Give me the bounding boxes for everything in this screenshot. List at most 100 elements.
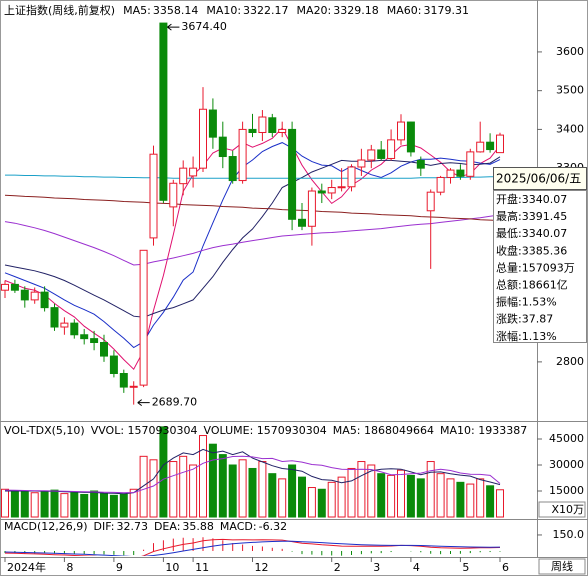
volume-bar [109,494,118,518]
candle-body [228,156,237,182]
price-panel [1,22,504,405]
info-box [493,190,587,343]
candle-body [30,291,39,301]
annotation-arrow [167,23,180,31]
macd-legend-name: MACD: [220,520,257,533]
candle-body [377,149,386,159]
candle-body [298,218,306,227]
volume-bar [80,493,89,518]
unit-label: X10万 [551,503,584,516]
info-row: 最低:3340.07 [496,227,567,240]
candle-body [179,167,188,185]
candle-body [208,109,217,138]
candle-body [129,385,138,388]
annotation-label: 3674.40 [181,20,227,33]
volume-panel [1,426,504,518]
ma-line [4,194,501,221]
volume-header: MA10: 1933387 [440,424,527,437]
x-tick-label: 4 [413,561,420,574]
candle-body [159,22,168,201]
candle-body [288,128,297,220]
volume-bar [189,464,198,518]
volume-bar [139,455,148,518]
legend-value: 3322.17 [243,4,289,17]
ma-line [4,142,501,349]
candle-body [258,116,267,134]
candle-body [169,182,178,208]
legend-value: 3329.18 [333,4,379,17]
volume-bar [298,476,306,518]
legend-value: 3179.31 [423,4,469,17]
volume-bar [288,464,297,518]
candle-body [1,283,9,291]
volume-bar [119,493,128,518]
candle-body [109,355,118,375]
period-box [538,558,586,575]
volume-bar [387,474,396,518]
candle-body [496,134,504,154]
volume-bar [169,461,178,518]
chart-title: 上证指数(周线,前复权) [4,3,115,17]
candle-body [100,342,108,357]
y-tick-label: 30000 [549,458,584,471]
candle-body [218,136,227,158]
legend-name: MA60: [387,4,422,17]
candle-body [446,169,455,178]
macd-line [4,540,501,556]
volume-bar [30,492,39,518]
candle-body [248,128,257,134]
info-row: 涨幅:1.13% [496,330,557,343]
volume-bar [268,473,277,518]
volume-bar [1,488,9,518]
ma-line [5,174,500,179]
x-tick-label: 5 [462,561,469,574]
candle-body [268,117,277,134]
macd-legend-value: 35.88 [182,520,214,533]
x-tick-label: 2 [334,561,341,574]
annotation-arrow [137,399,150,407]
x-tick-label: 3 [373,561,380,574]
volume-bar [406,474,415,518]
candle-body [406,121,415,153]
ma-line [4,156,501,318]
volume-bar [486,485,495,518]
y-tick-label: 3600 [556,45,584,58]
volume-header: MA5: 1868049664 [333,424,434,437]
y-tick-label: 15000 [549,484,584,497]
info-date-box [493,167,587,190]
volume-bar [100,493,108,518]
macd-line [4,538,501,556]
volume-bar [317,488,326,518]
volume-bar [238,459,247,518]
period-label: 周线 [551,559,573,573]
volume-bar [327,481,336,518]
macd-legend-name: DEA: [154,520,180,533]
overlay: 上证指数(周线,前复权) MA5: 3358.14 MA10: 3322.17 MA20:… [4,3,587,575]
macd-legend-value: -6.32 [259,520,287,533]
volume-title: VOL-TDX(5,10) [4,424,85,437]
volume-bar [278,478,287,518]
volume-bar [228,464,237,518]
candle-body [40,291,49,309]
y-tick-label: 2800 [556,355,584,368]
volume-bar [446,478,455,518]
volume-bar [466,483,475,518]
candle-body [426,191,435,212]
candle-body [20,289,29,301]
macd-legend-name: DIF: [94,520,115,533]
info-row: 振幅:1.53% [496,295,557,309]
legend-name: MA5: [123,4,151,17]
volume-bar [397,469,405,518]
volume-bar [436,473,445,518]
volume-bar [377,473,386,518]
candle-body [357,159,366,168]
x-tick-label: 2024年 [7,560,46,574]
volume-bar [179,455,188,518]
annotation-label: 2689.70 [152,396,198,409]
volume-bar [20,490,29,518]
x-tick-label: 11 [195,561,209,574]
macd-legend-value: 32.73 [116,520,148,533]
candle-body [80,334,89,340]
macd-panel [4,537,501,556]
